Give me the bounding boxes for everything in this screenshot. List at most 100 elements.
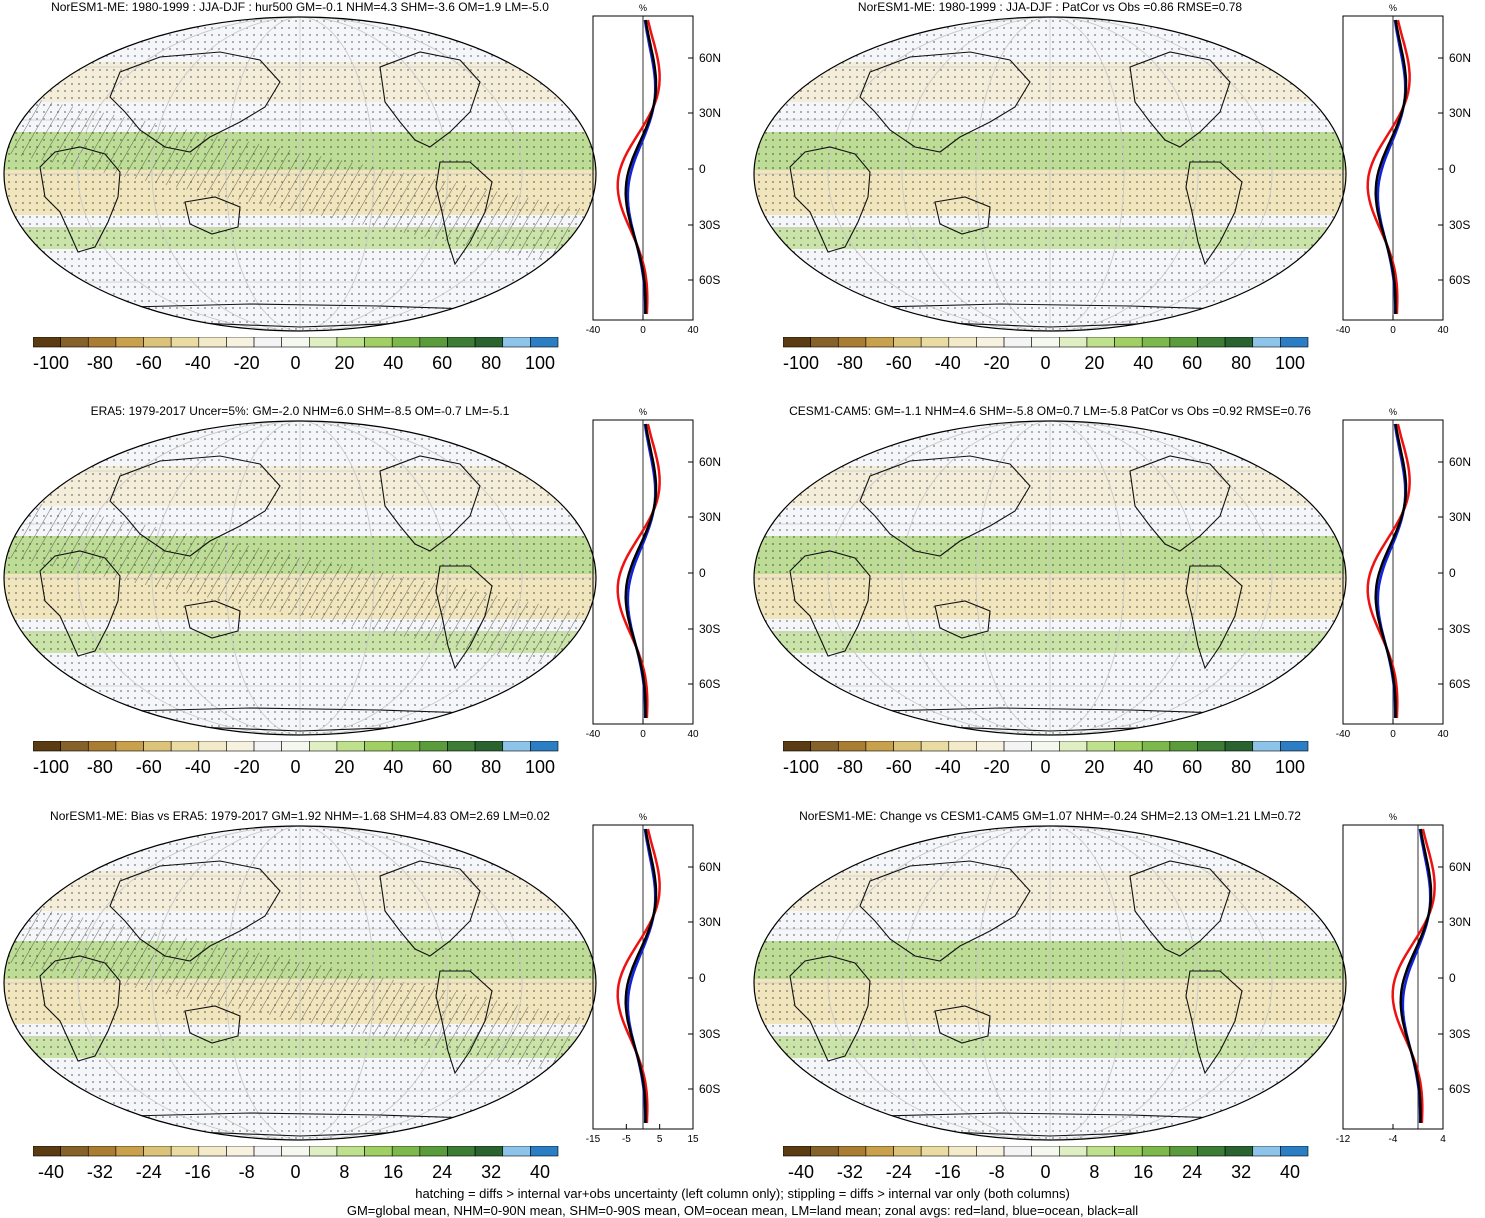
colorbar-swatch xyxy=(1224,1146,1254,1157)
all-average-curve xyxy=(1374,423,1408,719)
colorbar-swatch xyxy=(281,337,310,348)
colorbar-swatch xyxy=(976,337,1005,348)
colorbar-tick-label: 32 xyxy=(1231,1162,1251,1182)
profile-x-tick-label: 40 xyxy=(1437,325,1449,336)
colorbar-swatch xyxy=(253,741,282,752)
colorbar-tick-label: -8 xyxy=(989,1162,1005,1182)
colorbar-swatch xyxy=(865,337,894,348)
colorbar-tick-label: -100 xyxy=(783,353,819,373)
colorbar-tick-label: 40 xyxy=(383,757,403,777)
profile-lat-tick-label: 60S xyxy=(699,1082,720,1096)
colorbar: -100 -80 -60 -40 -20 0 20 40 60 80 100 xyxy=(33,337,559,373)
colorbar-swatch xyxy=(920,337,950,348)
colorbar-tick-label: -40 xyxy=(788,1162,814,1182)
colorbar-tick-label: -16 xyxy=(935,1162,961,1182)
colorbar-tick-label: 0 xyxy=(1040,353,1050,373)
colorbar-swatch xyxy=(893,337,922,348)
colorbar-swatch xyxy=(170,337,200,348)
colorbar-swatch xyxy=(1059,1146,1088,1157)
colorbar-swatch xyxy=(1086,741,1115,752)
profile-lat-tick-label: 60S xyxy=(1449,677,1470,691)
colorbar-swatch xyxy=(530,1146,559,1157)
profile-lat-tick-label: 30S xyxy=(1449,1027,1470,1041)
colorbar-tick-label: 24 xyxy=(432,1162,452,1182)
land-average-curve xyxy=(616,828,661,1124)
colorbar-swatch xyxy=(1224,741,1254,752)
colorbar-swatch xyxy=(1197,337,1226,348)
colorbar-swatch xyxy=(893,741,922,752)
land-average-curve xyxy=(616,423,661,719)
colorbar-swatch xyxy=(865,741,894,752)
zonal-average-profile: % -40 0 40 60N 30N 0 30S 60S xyxy=(1336,407,1471,740)
profile-x-tick-label: 15 xyxy=(687,1134,699,1145)
world-map xyxy=(753,420,1347,736)
colorbar-tick-label: 80 xyxy=(1231,757,1251,777)
colorbar-tick-label: -80 xyxy=(837,353,863,373)
colorbar-tick-label: -100 xyxy=(783,757,819,777)
colorbar-swatch xyxy=(198,337,227,348)
colorbar-tick-label: -20 xyxy=(234,757,260,777)
colorbar-tick-label: -20 xyxy=(984,757,1010,777)
profile-lat-tick-label: 60N xyxy=(699,455,721,469)
colorbar-swatch xyxy=(364,741,393,752)
colorbar: -100 -80 -60 -40 -20 0 20 40 60 80 100 xyxy=(33,741,559,777)
colorbar-swatch xyxy=(336,337,365,348)
colorbar-swatch xyxy=(364,337,393,348)
colorbar-tick-label: -40 xyxy=(38,1162,64,1182)
map-title: NorESM1-ME: Bias vs ERA5: 1979-2017 GM=1… xyxy=(50,809,550,823)
colorbar-swatch xyxy=(1086,337,1115,348)
world-map xyxy=(753,16,1347,332)
colorbar: -100 -80 -60 -40 -20 0 20 40 60 80 100 xyxy=(783,337,1309,373)
colorbar-tick-label: -80 xyxy=(837,757,863,777)
colorbar-swatch xyxy=(33,741,61,752)
colorbar-swatch xyxy=(281,741,310,752)
colorbar-tick-label: -40 xyxy=(185,353,211,373)
colorbar-swatch xyxy=(502,1146,531,1157)
footer-note-means: GM=global mean, NHM=0-90N mean, SHM=0-90… xyxy=(346,1203,1139,1218)
colorbar-swatch xyxy=(783,337,811,348)
colorbar-tick-label: 60 xyxy=(432,757,452,777)
colorbar-tick-label: 0 xyxy=(290,757,300,777)
colorbar-tick-label: 20 xyxy=(334,757,354,777)
colorbar-swatch xyxy=(33,337,61,348)
colorbar-tick-label: -24 xyxy=(136,1162,162,1182)
land-average-curve xyxy=(1391,828,1436,1124)
colorbar-swatch xyxy=(948,1146,977,1157)
land-average-curve xyxy=(1366,423,1411,719)
zonal-average-profile: % -40 0 40 60N 30N 0 30S 60S xyxy=(586,3,721,336)
colorbar-swatch xyxy=(1003,1146,1032,1157)
colorbar-swatch xyxy=(253,337,282,348)
zonal-average-profile: % -15 -5 5 15 60N 30N 0 30S 60S xyxy=(586,812,721,1145)
colorbar-swatch xyxy=(1141,337,1171,348)
colorbar-swatch xyxy=(474,337,504,348)
colorbar-tick-label: 60 xyxy=(1182,757,1202,777)
profile-x-tick-label: 0 xyxy=(640,325,646,336)
colorbar-swatch xyxy=(1031,337,1060,348)
colorbar-swatch xyxy=(309,741,338,752)
map-title: NorESM1-ME: 1980-1999 : JJA-DJF : hur500… xyxy=(51,0,549,14)
profile-lat-tick-label: 60N xyxy=(1449,455,1471,469)
colorbar-swatch xyxy=(837,337,867,348)
colorbar-tick-label: 0 xyxy=(1040,757,1050,777)
profile-x-tick-label: -40 xyxy=(1336,325,1351,336)
colorbar-tick-label: 60 xyxy=(1182,353,1202,373)
colorbar-swatch xyxy=(198,1146,227,1157)
profile-unit-label: % xyxy=(1389,812,1397,822)
colorbar-swatch xyxy=(530,337,559,348)
profile-unit-label: % xyxy=(639,407,647,417)
all-average-curve xyxy=(624,828,658,1124)
world-map xyxy=(3,16,597,332)
colorbar-tick-label: 20 xyxy=(334,353,354,373)
colorbar-swatch xyxy=(1280,1146,1309,1157)
colorbar-swatch xyxy=(837,741,867,752)
profile-x-tick-label: -5 xyxy=(622,1134,631,1145)
profile-lat-tick-label: 60S xyxy=(1449,1082,1470,1096)
colorbar-swatch xyxy=(419,337,448,348)
colorbar-tick-label: 80 xyxy=(481,757,501,777)
map-title: ERA5: 1979-2017 Uncer=5%: GM=-2.0 NHM=6.… xyxy=(90,404,510,418)
colorbar-tick-label: -80 xyxy=(87,757,113,777)
world-map xyxy=(3,420,597,736)
colorbar-swatch xyxy=(502,741,531,752)
colorbar-swatch xyxy=(1141,1146,1171,1157)
colorbar-swatch xyxy=(170,741,200,752)
